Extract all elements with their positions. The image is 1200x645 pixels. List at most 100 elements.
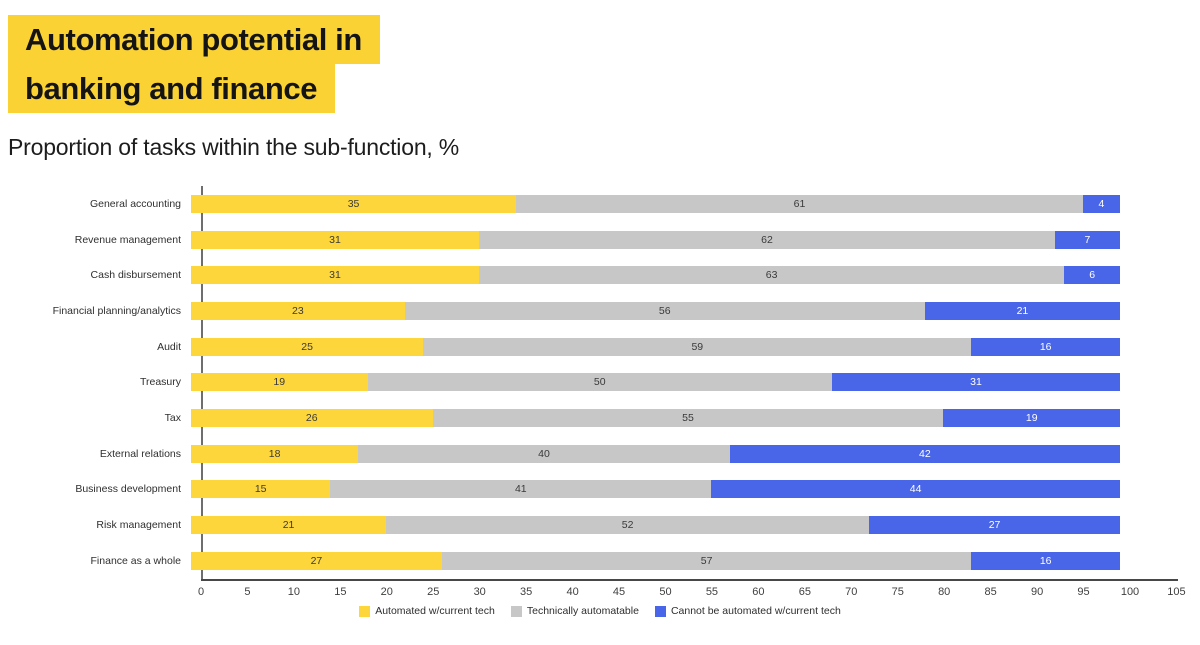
bar-segment-cannot-be-automated: 6 bbox=[1064, 266, 1120, 285]
category-label: Business development bbox=[75, 483, 181, 496]
bar-row: Business development 15 41 44 bbox=[0, 472, 1200, 508]
bar-track: 35 61 4 bbox=[191, 194, 1120, 213]
bar-row: Audit 25 59 16 bbox=[0, 329, 1200, 365]
category-label: Revenue management bbox=[74, 233, 181, 246]
bar-rows: General accounting 35 61 4 Revenue managemen… bbox=[0, 186, 1200, 579]
bar-segment-technically-automatable: 61 bbox=[516, 194, 1083, 213]
bar-row: Financial planning/analytics 23 56 21 bbox=[0, 293, 1200, 329]
bar-segment-cannot-be-automated: 16 bbox=[971, 337, 1120, 356]
bar-segment-technically-automatable: 59 bbox=[423, 337, 972, 356]
bar-track: 26 55 19 bbox=[191, 408, 1120, 427]
legend-label: Technically automatable bbox=[526, 605, 639, 617]
chart-subtitle: Proportion of tasks within the sub-funct… bbox=[8, 134, 460, 160]
x-axis-tick-label: 35 bbox=[520, 586, 533, 598]
category-label: Audit bbox=[157, 340, 181, 353]
bar-segment-automated: 25 bbox=[191, 337, 424, 356]
bar-segment-technically-automatable: 52 bbox=[386, 516, 870, 535]
bar-segment-cannot-be-automated: 7 bbox=[1054, 230, 1120, 249]
x-axis-tick-label: 90 bbox=[1030, 586, 1044, 598]
x-axis-tick-label: 45 bbox=[612, 586, 626, 598]
x-axis-tick-label: 40 bbox=[566, 586, 579, 598]
category-label: Finance as a whole bbox=[90, 554, 181, 567]
bar-row: Risk management 21 52 27 bbox=[0, 507, 1200, 543]
x-axis-tick-label: 15 bbox=[334, 586, 347, 598]
bar-row: Treasury 19 50 31 bbox=[0, 364, 1200, 400]
bar-track: 18 40 42 bbox=[191, 444, 1120, 463]
page-title-line1: Automation potential in bbox=[8, 15, 380, 64]
x-axis-tick-label: 95 bbox=[1077, 586, 1090, 598]
bar-segment-cannot-be-automated: 21 bbox=[924, 301, 1120, 320]
legend-label: Automated w/current tech bbox=[375, 605, 495, 617]
bar-segment-technically-automatable: 62 bbox=[478, 230, 1055, 249]
category-label: External relations bbox=[99, 447, 181, 460]
x-axis-tick-label: 5 bbox=[244, 586, 251, 598]
bar-segment-technically-automatable: 40 bbox=[358, 444, 730, 463]
bar-segment-cannot-be-automated: 19 bbox=[943, 408, 1120, 427]
bar-segment-cannot-be-automated: 4 bbox=[1082, 194, 1120, 213]
category-label: Tax bbox=[164, 411, 181, 424]
bar-segment-cannot-be-automated: 42 bbox=[729, 444, 1120, 463]
bar-track: 25 59 16 bbox=[191, 337, 1120, 356]
legend-item-cannot-be-automated: Cannot be automated w/current tech bbox=[654, 605, 841, 617]
stacked-bar-chart: General accounting 35 61 4 Revenue managemen… bbox=[0, 186, 1200, 636]
chart-legend: Automated w/current tech Technically aut… bbox=[0, 605, 1200, 617]
page-title: Automation potential in banking and fina… bbox=[8, 15, 380, 113]
x-axis-tick-label: 85 bbox=[984, 586, 997, 598]
bar-row: Revenue management 31 62 7 bbox=[0, 222, 1200, 258]
bar-segment-automated: 27 bbox=[191, 551, 442, 570]
page-title-line2: banking and finance bbox=[8, 64, 336, 113]
technically-automatable-swatch-icon bbox=[510, 605, 522, 617]
legend-item-automated: Automated w/current tech bbox=[359, 605, 495, 617]
bar-track: 21 52 27 bbox=[191, 516, 1120, 535]
bar-segment-automated: 15 bbox=[191, 480, 331, 499]
x-axis-tick-label: 50 bbox=[659, 586, 672, 598]
x-axis-line bbox=[201, 579, 1178, 581]
category-label: Treasury bbox=[139, 376, 181, 389]
legend-item-technically-automatable: Technically automatable bbox=[510, 605, 639, 617]
x-axis-tick-label: 20 bbox=[380, 586, 393, 598]
bar-row: External relations 18 40 42 bbox=[0, 436, 1200, 472]
automated-swatch-icon bbox=[359, 605, 371, 617]
bar-segment-cannot-be-automated: 44 bbox=[711, 480, 1120, 499]
bar-track: 31 63 6 bbox=[191, 266, 1120, 285]
bar-segment-automated: 31 bbox=[191, 266, 479, 285]
bar-segment-technically-automatable: 56 bbox=[404, 301, 925, 320]
x-axis-tick-label: 70 bbox=[845, 586, 858, 598]
bar-segment-automated: 23 bbox=[191, 301, 405, 320]
bar-segment-cannot-be-automated: 16 bbox=[971, 551, 1120, 570]
bar-track: 27 57 16 bbox=[191, 551, 1120, 570]
bar-row: General accounting 35 61 4 bbox=[0, 186, 1200, 222]
bar-segment-automated: 18 bbox=[191, 444, 359, 463]
x-axis-tick-label: 60 bbox=[752, 586, 765, 598]
x-axis-tick-label: 80 bbox=[938, 586, 951, 598]
bar-segment-technically-automatable: 41 bbox=[330, 480, 712, 499]
bar-row: Tax 26 55 19 bbox=[0, 400, 1200, 436]
x-axis-tick-label: 100 bbox=[1120, 586, 1140, 598]
bar-track: 23 56 21 bbox=[191, 301, 1120, 320]
x-axis-tick-label: 75 bbox=[891, 586, 904, 598]
x-axis-tick-label: 55 bbox=[705, 586, 719, 598]
bar-track: 15 41 44 bbox=[191, 480, 1120, 499]
bar-track: 31 62 7 bbox=[191, 230, 1120, 249]
x-axis-tick-label: 25 bbox=[427, 586, 440, 598]
bar-segment-automated: 26 bbox=[191, 408, 433, 427]
x-axis-tick-label: 65 bbox=[798, 586, 811, 598]
bar-segment-technically-automatable: 57 bbox=[441, 551, 972, 570]
category-label: Risk management bbox=[96, 519, 181, 532]
category-label: Cash disbursement bbox=[90, 269, 181, 282]
cannot-be-automated-swatch-icon bbox=[654, 605, 666, 617]
legend-label: Cannot be automated w/current tech bbox=[670, 605, 841, 617]
x-axis-tick-label: 30 bbox=[473, 586, 486, 598]
bar-segment-cannot-be-automated: 27 bbox=[869, 516, 1120, 535]
bar-row: Finance as a whole 27 57 16 bbox=[0, 543, 1200, 579]
bar-row: Cash disbursement 31 63 6 bbox=[0, 257, 1200, 293]
bar-segment-automated: 21 bbox=[191, 516, 387, 535]
bar-segment-technically-automatable: 63 bbox=[478, 266, 1065, 285]
category-label: General accounting bbox=[89, 197, 181, 210]
bar-segment-automated: 35 bbox=[191, 194, 517, 213]
bar-track: 19 50 31 bbox=[191, 373, 1120, 392]
category-label: Financial planning/analytics bbox=[52, 304, 181, 317]
bar-segment-technically-automatable: 55 bbox=[432, 408, 944, 427]
bar-segment-technically-automatable: 50 bbox=[367, 373, 832, 392]
x-axis-tick-label: 105 bbox=[1167, 586, 1186, 598]
